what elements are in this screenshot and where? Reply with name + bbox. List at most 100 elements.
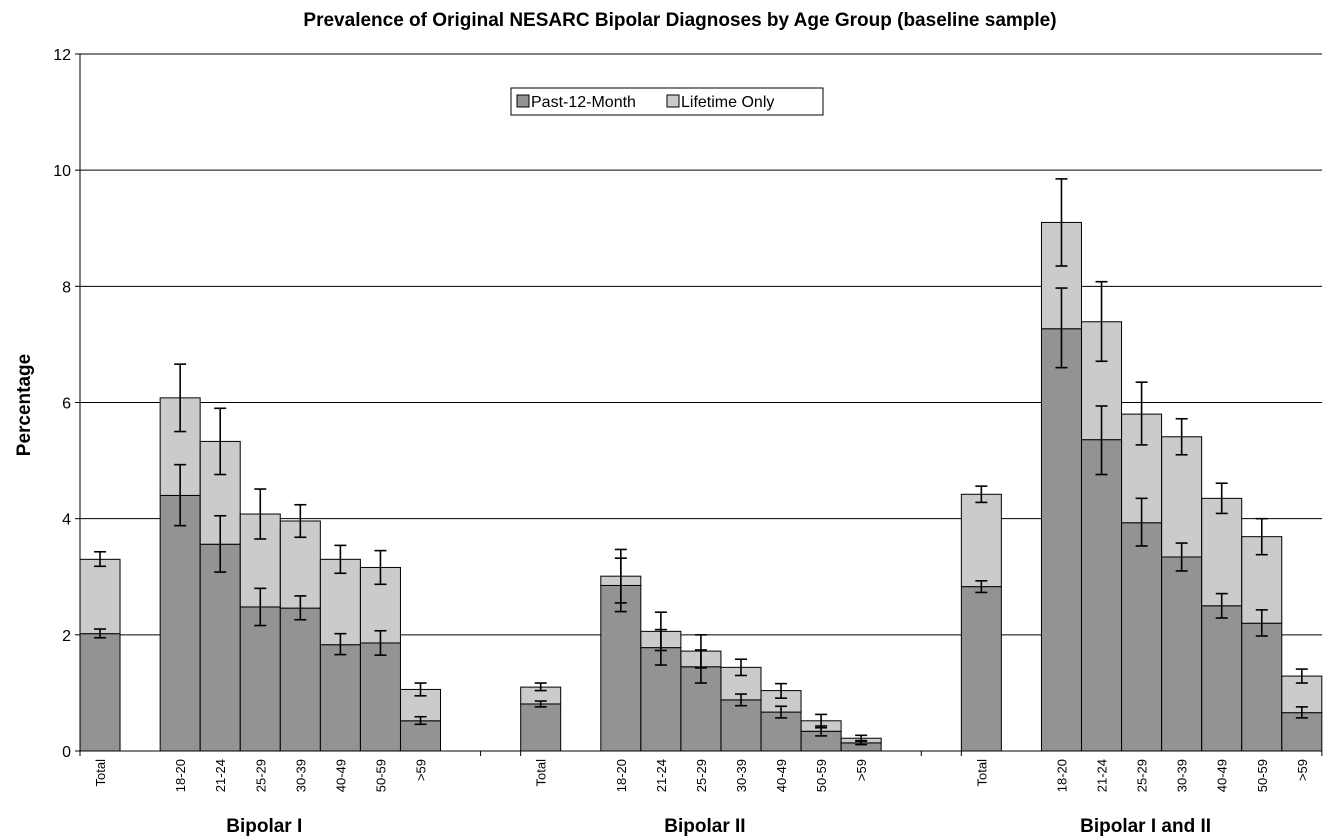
- bar-past12-bipolar-i-18-20: [159, 494, 201, 752]
- error-bar-total: [1175, 417, 1188, 456]
- x-tick-label: 25-29: [253, 759, 268, 792]
- error-bar-past12: [1175, 542, 1188, 572]
- group-label: Bipolar I: [226, 816, 302, 837]
- legend-swatch-lifetime: [666, 94, 680, 108]
- x-tick-label: 30-39: [734, 759, 749, 792]
- x-tick-label: 30-39: [293, 759, 308, 792]
- bar-past12-bipolar-i->59: [400, 720, 442, 752]
- bar-past12-bipolar-i-50-59: [359, 642, 401, 752]
- error-bar-total: [414, 682, 427, 697]
- error-bar-past12: [214, 514, 227, 573]
- error-bar-past12: [334, 632, 347, 656]
- bar-past12-bipolar-i-21-24: [199, 543, 241, 752]
- error-bar-total: [815, 713, 828, 729]
- error-bar-total: [534, 682, 547, 692]
- error-bar-past12: [254, 587, 267, 627]
- error-bar-total: [734, 658, 747, 677]
- bar-past12-bipolar-i-and-ii-Total: [960, 586, 1002, 752]
- error-bar-total: [775, 682, 788, 699]
- x-tick-label: 40-49: [333, 759, 348, 792]
- bar-past12-bipolar-i-and-ii-50-59: [1241, 622, 1283, 752]
- x-tick-label: Total: [93, 759, 108, 787]
- bar-past12-bipolar-ii-30-39: [720, 699, 762, 752]
- bar-past12-bipolar-i-30-39: [279, 607, 321, 752]
- x-tick-label: 50-59: [814, 759, 829, 792]
- error-bar-total: [694, 634, 707, 669]
- error-bar-total: [975, 485, 988, 504]
- bar-past12-bipolar-ii-Total: [520, 703, 562, 752]
- error-bar-total: [374, 549, 387, 586]
- error-bar-total: [334, 544, 347, 575]
- error-bar-total: [1095, 280, 1108, 363]
- error-bar-total: [1135, 381, 1148, 446]
- y-tick-label: 12: [53, 47, 71, 64]
- x-tick-label: 40-49: [1215, 759, 1230, 792]
- error-bar-past12: [94, 628, 107, 639]
- bar-past12-bipolar-i-and-ii-21-24: [1081, 439, 1123, 752]
- x-tick-label: 18-20: [1054, 759, 1069, 792]
- x-tick-label: 25-29: [694, 759, 709, 792]
- bar-lifetime-bipolar-i-and-ii-Total: [960, 493, 1002, 588]
- error-bar-past12: [775, 705, 788, 719]
- x-tick-label: 25-29: [1135, 759, 1150, 792]
- y-tick-label: 10: [53, 163, 71, 180]
- error-bar-total: [94, 550, 107, 568]
- error-bar-past12: [975, 580, 988, 594]
- error-bar-past12: [1135, 497, 1148, 547]
- y-tick-label: 0: [62, 744, 71, 761]
- bar-past12-bipolar-i-25-29: [239, 606, 281, 752]
- error-bar-total: [294, 503, 307, 539]
- x-tick-label: >59: [414, 759, 429, 781]
- x-tick-label: Total: [974, 759, 989, 787]
- bar-past12-bipolar-i-Total: [79, 633, 121, 752]
- x-tick-label: 21-24: [1095, 759, 1110, 792]
- legend-label-lifetime: Lifetime Only: [681, 94, 774, 111]
- error-bar-total: [1055, 178, 1068, 267]
- x-tick-label: 40-49: [774, 759, 789, 792]
- bar-lifetime-bipolar-i-Total: [79, 558, 121, 635]
- y-tick-label: 2: [62, 628, 71, 645]
- bar-past12-bipolar-i-40-49: [319, 644, 361, 752]
- bar-lifetime-bipolar-i-and-ii-30-39: [1161, 436, 1203, 558]
- bar-past12-bipolar-i-and-ii->59: [1281, 712, 1323, 752]
- bar-past12-bipolar-i-and-ii-25-29: [1121, 522, 1163, 752]
- bar-past12-bipolar-i-and-ii-40-49: [1201, 605, 1243, 752]
- x-tick-label: 30-39: [1175, 759, 1190, 792]
- group-label: Bipolar I and II: [1080, 816, 1211, 837]
- error-bar-total: [614, 548, 627, 604]
- error-bar-past12: [1295, 706, 1308, 719]
- bar-past12-bipolar-i-and-ii-18-20: [1040, 328, 1082, 752]
- x-tick-label: 18-20: [173, 759, 188, 792]
- error-bar-past12: [1095, 405, 1108, 476]
- y-tick-label: 4: [62, 512, 71, 529]
- legend: Past-12-Month Lifetime Only: [510, 87, 824, 116]
- bar-past12-bipolar-i-and-ii-30-39: [1161, 556, 1203, 752]
- x-tick-label: 21-24: [213, 759, 228, 792]
- error-bar-past12: [174, 463, 187, 527]
- error-bar-total: [174, 363, 187, 433]
- error-bar-past12: [1215, 592, 1228, 619]
- legend-swatch-past12: [516, 94, 530, 108]
- group-labels: Bipolar I Bipolar II Bipolar I and II: [226, 816, 1211, 837]
- error-bar-past12: [294, 595, 307, 621]
- error-bar-total: [1295, 668, 1308, 684]
- y-tick-label: 6: [62, 396, 71, 413]
- x-tick-label: 18-20: [614, 759, 629, 792]
- x-tick-label: Total: [534, 759, 549, 787]
- legend-label-past12: Past-12-Month: [531, 94, 636, 111]
- x-tick-label: >59: [1295, 759, 1310, 781]
- error-bar-past12: [414, 715, 427, 726]
- x-tick-label: 21-24: [654, 759, 669, 792]
- x-tick-label: 50-59: [1255, 759, 1270, 792]
- y-tick-label: 8: [62, 279, 71, 296]
- error-bar-past12: [1055, 287, 1068, 369]
- error-bar-total: [1255, 517, 1268, 556]
- x-tick-label: 50-59: [373, 759, 388, 792]
- chart-title: Prevalence of Original NESARC Bipolar Di…: [303, 10, 1056, 31]
- error-bar-past12: [374, 629, 387, 656]
- x-tick-label: >59: [854, 759, 869, 781]
- y-axis: 0 2 4 6 8 10 12: [53, 47, 81, 761]
- error-bar-total: [1215, 482, 1228, 515]
- x-axis: Total 18-20 21-24 25-29 30-39 40-49 50-59 >59 To…: [79, 750, 1323, 792]
- bar-lifetime-bipolar-i-and-ii-40-49: [1201, 497, 1243, 607]
